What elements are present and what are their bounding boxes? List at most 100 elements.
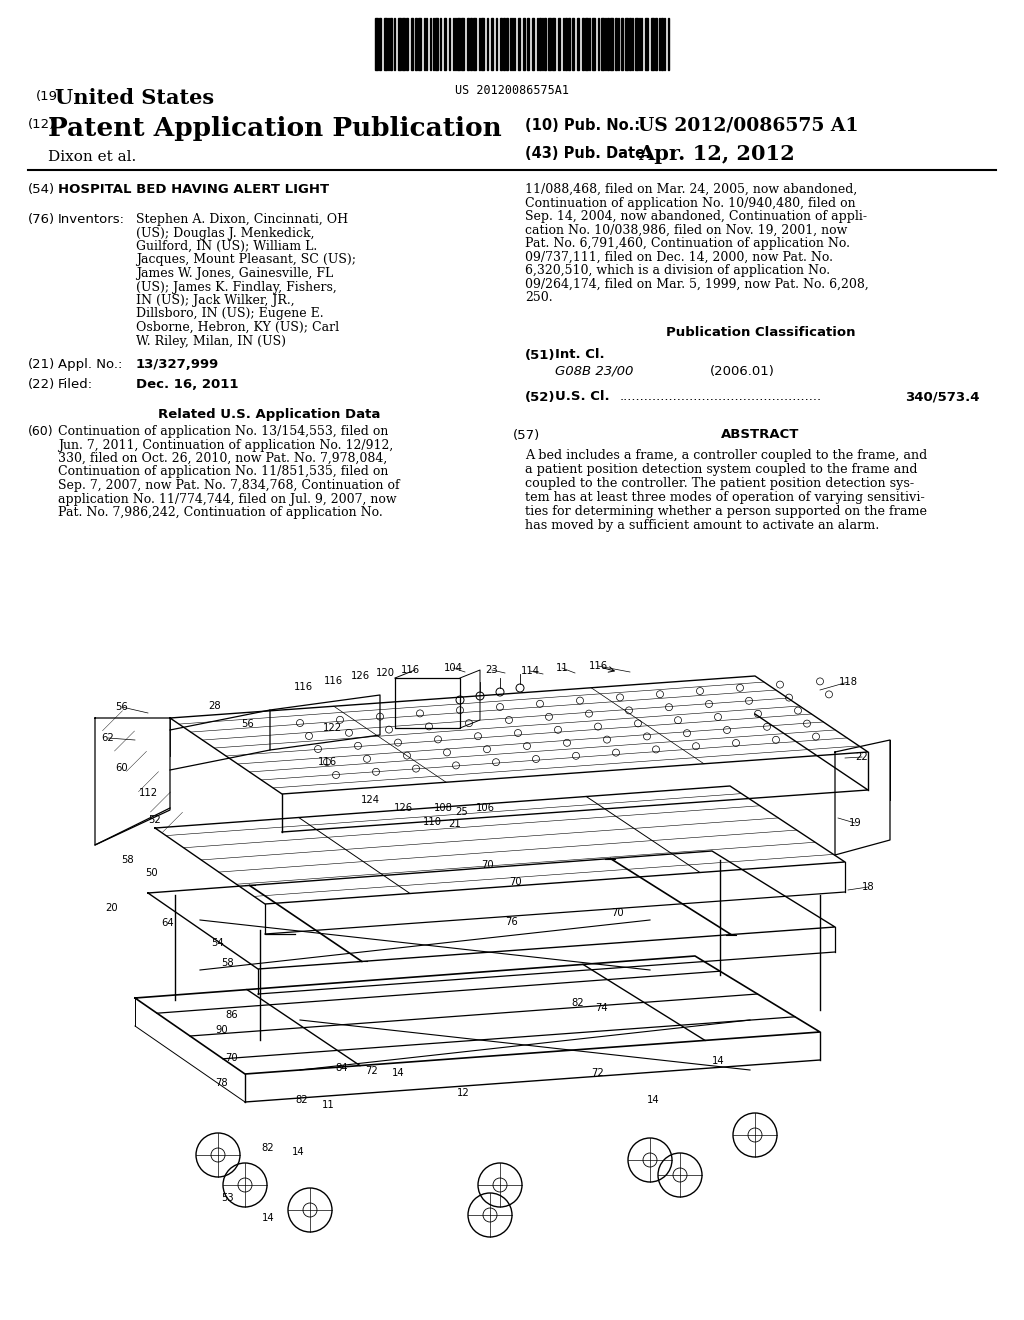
- Text: 122: 122: [323, 723, 342, 733]
- Text: application No. 11/774,744, filed on Jul. 9, 2007, now: application No. 11/774,744, filed on Jul…: [58, 492, 396, 506]
- Bar: [390, 18, 392, 70]
- Text: Publication Classification: Publication Classification: [666, 326, 855, 339]
- Text: Dec. 16, 2011: Dec. 16, 2011: [136, 378, 239, 391]
- Bar: [402, 18, 406, 70]
- Text: G08B 23/00: G08B 23/00: [555, 364, 634, 378]
- Bar: [585, 18, 588, 70]
- Text: Int. Cl.: Int. Cl.: [555, 348, 604, 362]
- Text: (19): (19): [36, 90, 63, 103]
- Text: (21): (21): [28, 358, 55, 371]
- Bar: [548, 18, 551, 70]
- Bar: [398, 18, 401, 70]
- Text: Osborne, Hebron, KY (US); Carl: Osborne, Hebron, KY (US); Carl: [136, 321, 339, 334]
- Text: 54: 54: [212, 939, 224, 948]
- Text: tem has at least three modes of operation of varying sensitivi-: tem has at least three modes of operatio…: [525, 491, 925, 503]
- Text: ABSTRACT: ABSTRACT: [721, 429, 800, 441]
- Text: 116: 116: [324, 676, 343, 686]
- Bar: [532, 18, 534, 70]
- Text: has moved by a sufficient amount to activate an alarm.: has moved by a sufficient amount to acti…: [525, 519, 880, 532]
- Bar: [506, 18, 508, 70]
- Text: (52): (52): [525, 391, 555, 404]
- Text: Sep. 14, 2004, now abandoned, Continuation of appli-: Sep. 14, 2004, now abandoned, Continuati…: [525, 210, 867, 223]
- Text: 53: 53: [221, 1193, 234, 1203]
- Bar: [635, 18, 638, 70]
- Text: Continuation of application No. 10/940,480, filed on: Continuation of application No. 10/940,4…: [525, 197, 856, 210]
- Text: US 20120086575A1: US 20120086575A1: [455, 84, 569, 96]
- Text: 22: 22: [856, 752, 868, 762]
- Text: 82: 82: [571, 998, 585, 1008]
- Text: 20: 20: [105, 903, 119, 913]
- Text: 84: 84: [336, 1063, 348, 1073]
- Text: 126: 126: [350, 671, 370, 681]
- Text: W. Riley, Milan, IN (US): W. Riley, Milan, IN (US): [136, 334, 286, 347]
- Text: 82: 82: [296, 1096, 308, 1105]
- Text: 14: 14: [292, 1147, 304, 1158]
- Text: (22): (22): [28, 378, 55, 391]
- Text: 120: 120: [376, 668, 394, 678]
- Bar: [645, 18, 648, 70]
- Text: .................................................: ........................................…: [620, 391, 822, 404]
- Text: Inventors:: Inventors:: [58, 213, 125, 226]
- Text: 106: 106: [475, 803, 495, 813]
- Text: Guilford, IN (US); William L.: Guilford, IN (US); William L.: [136, 240, 317, 253]
- Text: 09/264,174, filed on Mar. 5, 1999, now Pat. No. 6,208,: 09/264,174, filed on Mar. 5, 1999, now P…: [525, 277, 868, 290]
- Text: (12): (12): [28, 117, 55, 131]
- Text: 52: 52: [148, 814, 162, 825]
- Text: 340/573.4: 340/573.4: [905, 391, 980, 404]
- Bar: [481, 18, 484, 70]
- Bar: [518, 18, 520, 70]
- Text: Related U.S. Application Data: Related U.S. Application Data: [158, 408, 380, 421]
- Text: 90: 90: [216, 1026, 228, 1035]
- Bar: [470, 18, 472, 70]
- Text: 250.: 250.: [525, 290, 553, 304]
- Bar: [621, 18, 623, 70]
- Text: Pat. No. 6,791,460, Continuation of application No.: Pat. No. 6,791,460, Continuation of appl…: [525, 238, 850, 249]
- Text: 11: 11: [556, 663, 568, 673]
- Text: 19: 19: [849, 818, 861, 828]
- Text: 23: 23: [485, 665, 499, 675]
- Bar: [500, 18, 502, 70]
- Text: James W. Jones, Gainesville, FL: James W. Jones, Gainesville, FL: [136, 267, 333, 280]
- Text: 114: 114: [520, 667, 540, 676]
- Text: 118: 118: [839, 677, 857, 686]
- Text: IN (US); Jack Wilker, JR.,: IN (US); Jack Wilker, JR.,: [136, 294, 295, 308]
- Text: (60): (60): [28, 425, 53, 438]
- Text: 18: 18: [861, 882, 874, 892]
- Text: 72: 72: [592, 1068, 604, 1078]
- Bar: [375, 18, 378, 70]
- Text: Filed:: Filed:: [58, 378, 93, 391]
- Text: Patent Application Publication: Patent Application Publication: [48, 116, 502, 141]
- Text: 11/088,468, filed on Mar. 24, 2005, now abandoned,: 11/088,468, filed on Mar. 24, 2005, now …: [525, 183, 857, 195]
- Bar: [552, 18, 555, 70]
- Text: 12: 12: [457, 1088, 469, 1098]
- Text: 86: 86: [225, 1010, 239, 1020]
- Bar: [572, 18, 574, 70]
- Bar: [607, 18, 609, 70]
- Bar: [490, 18, 493, 70]
- Text: 72: 72: [366, 1067, 379, 1076]
- Bar: [651, 18, 654, 70]
- Bar: [457, 18, 460, 70]
- Bar: [523, 18, 525, 70]
- Text: Continuation of application No. 11/851,535, filed on: Continuation of application No. 11/851,5…: [58, 466, 388, 479]
- Text: 58: 58: [221, 958, 234, 968]
- Text: (43) Pub. Date:: (43) Pub. Date:: [525, 147, 651, 161]
- Text: US 2012/0086575 A1: US 2012/0086575 A1: [638, 117, 858, 135]
- Bar: [610, 18, 613, 70]
- Bar: [418, 18, 421, 70]
- Bar: [577, 18, 579, 70]
- Text: coupled to the controller. The patient position detection sys-: coupled to the controller. The patient p…: [525, 477, 914, 490]
- Text: 104: 104: [443, 663, 463, 673]
- Text: Dillsboro, IN (US); Eugene E.: Dillsboro, IN (US); Eugene E.: [136, 308, 324, 321]
- Bar: [527, 18, 529, 70]
- Text: 78: 78: [216, 1078, 228, 1088]
- Text: 116: 116: [400, 665, 420, 675]
- Text: 112: 112: [138, 788, 158, 799]
- Text: ties for determining whether a person supported on the frame: ties for determining whether a person su…: [525, 504, 927, 517]
- Text: 124: 124: [360, 795, 380, 805]
- Bar: [629, 18, 631, 70]
- Text: 25: 25: [456, 807, 468, 817]
- Text: U.S. Cl.: U.S. Cl.: [555, 391, 609, 404]
- Text: 70: 70: [225, 1053, 239, 1063]
- Bar: [592, 18, 595, 70]
